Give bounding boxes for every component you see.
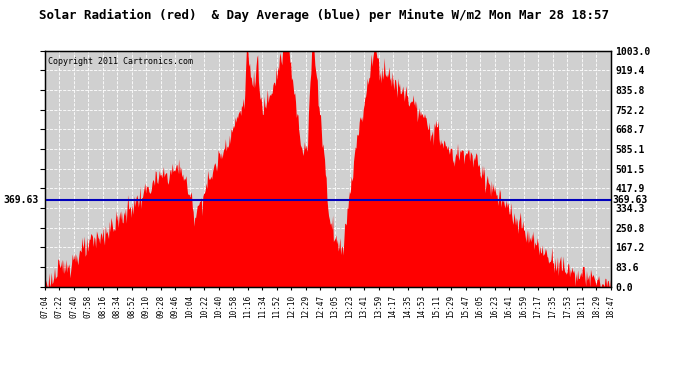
Text: Solar Radiation (red)  & Day Average (blue) per Minute W/m2 Mon Mar 28 18:57: Solar Radiation (red) & Day Average (blu… <box>39 9 609 22</box>
Text: 369.63: 369.63 <box>3 195 39 205</box>
Text: 369.63: 369.63 <box>612 195 647 205</box>
Text: Copyright 2011 Cartronics.com: Copyright 2011 Cartronics.com <box>48 57 193 66</box>
